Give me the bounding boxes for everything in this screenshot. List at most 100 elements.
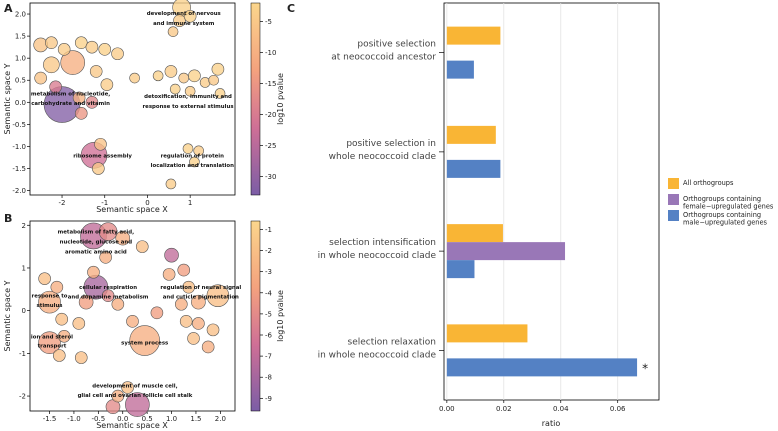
- panel-a-annotation: response to external stimulus: [143, 104, 234, 110]
- panel-a-bubble: [85, 40, 99, 54]
- panel-a-bubble: [72, 91, 86, 105]
- panel-c-legend-label: All orthogroups: [683, 179, 734, 187]
- panel-c-category-label: positive selection: [357, 40, 436, 50]
- panel-b-bubble: [87, 265, 100, 279]
- panel-b-bubble: [206, 284, 230, 308]
- panel-c-bar: [446, 26, 501, 45]
- panel-a-colorbar-tick-label: -30: [265, 173, 276, 181]
- panel-a-annotation: metabolism of nucleotide,: [31, 91, 110, 97]
- panel-b-annotation: transport: [38, 344, 67, 350]
- panel-a-bubble: [193, 145, 204, 157]
- panel-b-bubble: [98, 222, 118, 241]
- panel-b-annotation: ion and sterol: [31, 334, 73, 340]
- panel-a-bubble: [74, 107, 88, 120]
- panel-b-annotation: cellular respiration: [79, 285, 137, 291]
- panel-a-bubble: [43, 86, 81, 123]
- panel-b-ytick-label: -1: [19, 350, 26, 358]
- panel-c-xlabel: ratio: [542, 419, 561, 428]
- panel-b-colorbar-tick-label: -9: [265, 395, 272, 403]
- panel-b-bubble: [72, 317, 86, 330]
- panel-c-category-label: whole neococcoid clade: [329, 152, 437, 162]
- panel-b-bubble: [111, 297, 125, 311]
- panel-label-a: A: [4, 2, 13, 15]
- panel-a-xtick-label: 0: [145, 199, 149, 207]
- panel-b-bubble: [50, 280, 64, 294]
- panel-a-bubble: [188, 69, 201, 83]
- panel-b-ytick-label: 0: [22, 307, 26, 315]
- panel-b-bubble: [179, 315, 193, 328]
- panel-c-legend-label: Orthogroups containing: [683, 211, 761, 219]
- panel-b-annotation: stimulus: [37, 303, 63, 309]
- panel-b-scatter: Semantic space X Semantic space Y log10 …: [3, 220, 285, 430]
- panel-b-bubble: [125, 392, 150, 417]
- panel-a-bubble: [178, 72, 190, 84]
- panel-c-legend-label: male−upregulated genes: [683, 219, 768, 227]
- panel-b-xtick-label: -0.5: [91, 415, 105, 423]
- panel-a-bubble: [49, 80, 62, 94]
- panel-b-bubble: [101, 289, 115, 303]
- panel-c-bar: [446, 224, 503, 243]
- panel-a-bubble: [211, 62, 225, 76]
- panel-a-annotation: and immune system: [153, 21, 215, 27]
- panel-b-colorbar-tick-label: -2: [265, 247, 272, 255]
- panel-b-bubble: [99, 250, 112, 264]
- panel-b-xtick-label: 2.0: [215, 415, 226, 423]
- panel-b-colorbar-tick-label: -6: [265, 332, 273, 340]
- panel-a-ytick-label: 0.5: [15, 77, 26, 85]
- panel-a-bubble: [164, 65, 178, 78]
- panel-b-bubble: [38, 331, 61, 354]
- panel-a-xlabel: Semantic space X: [96, 205, 168, 214]
- panel-b-bubble: [38, 272, 51, 285]
- panel-c-xtick-label: 0.04: [553, 405, 569, 413]
- panel-c-significance-star: *: [642, 361, 648, 375]
- panel-label-b: B: [4, 212, 12, 225]
- panel-a-bubble: [165, 178, 177, 190]
- panel-c-category-label: selection intensification: [329, 238, 436, 248]
- panel-label-c: C: [287, 2, 295, 15]
- panel-a-bubble: [45, 36, 58, 50]
- panel-b-ytick-label: 2: [22, 222, 26, 230]
- panel-b-bubble: [74, 351, 88, 364]
- panel-b-annotation: regulation of neural signal: [160, 285, 241, 291]
- panel-b-bubble: [78, 294, 94, 310]
- panel-c-xtick-label: 0.02: [496, 405, 512, 413]
- panel-c-bar: [446, 260, 475, 279]
- panel-b-xtick-label: -1.0: [67, 415, 81, 423]
- panel-a-annotation: carbohydrate and vitamin: [31, 101, 110, 107]
- panel-a-ytick-label: -1.5: [12, 165, 26, 173]
- panel-b-bubble: [201, 340, 215, 354]
- panel-b-bubble: [126, 315, 139, 328]
- panel-b-annotation: nucleotide, glucose and: [60, 239, 133, 245]
- panel-a-colorbar-tick-label: -25: [265, 142, 276, 150]
- panel-b-annotation: system process: [121, 341, 168, 347]
- panel-a-bubble: [129, 72, 140, 84]
- panel-a-colorbar-tick-label: -10: [265, 49, 276, 57]
- panel-b-colorbar-tick-label: -7: [265, 353, 272, 361]
- panel-c-bar: [446, 242, 566, 261]
- panel-c-frame: [443, 2, 660, 401]
- panel-c-bar: [446, 358, 638, 377]
- panel-a-frame: [29, 2, 236, 196]
- panel-b-bubble: [55, 312, 69, 326]
- panel-c-category-label: at neococcoid ancestor: [331, 53, 436, 63]
- panel-a-bubble: [74, 36, 88, 50]
- panel-b-colorbar-tick-label: -1: [265, 226, 272, 234]
- panel-b-xtick-label: 1.5: [190, 415, 201, 423]
- panel-a-bubble: [100, 78, 114, 91]
- panel-a-ytick-label: 1.0: [15, 55, 26, 63]
- panel-b-bubble: [177, 263, 191, 277]
- panel-b-bubble: [175, 297, 188, 311]
- panel-a-ylabel: Semantic space Y: [3, 63, 12, 134]
- panel-a-xtick-label: -1: [101, 199, 108, 207]
- panel-a-bubble: [214, 88, 226, 99]
- panel-a-bubble: [189, 156, 200, 168]
- panel-b-xtick-label: 0.5: [142, 415, 153, 423]
- panel-a-bubble: [43, 56, 60, 74]
- panel-c-bar: [446, 60, 474, 79]
- panel-b-bubble: [121, 381, 134, 394]
- panel-b-xtick-label: 1.0: [166, 415, 177, 423]
- panel-b-bubble: [191, 294, 206, 310]
- panel-a-ytick-label: -2.0: [12, 187, 26, 195]
- panel-c-legend-swatch: [668, 210, 679, 221]
